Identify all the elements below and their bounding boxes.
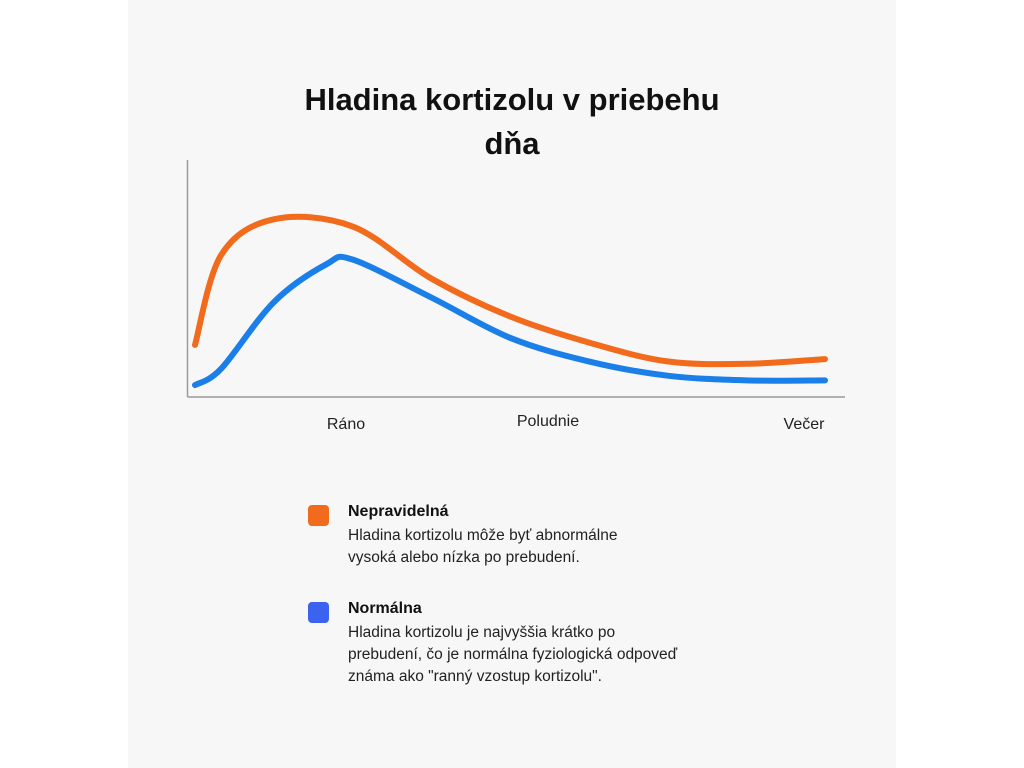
legend-description: Hladina kortizolu je najvyššia krátko po… [348,622,768,688]
legend-name: Nepravidelná [348,503,449,520]
chart-title: Hladina kortizolu v priebehu dňa [128,78,896,166]
legend-swatch-orange [308,505,329,526]
x-tick-poludnie: Poludnie [516,413,580,430]
legend-description-line: známa ako "ranný vzostup kortizolu". [348,668,602,685]
legend-description-line: prebudení, čo je normálna fyziologická o… [348,646,678,663]
legend-text: Nepravidelná Hladina kortizolu môže byť … [348,501,768,569]
x-tick-vecer: Večer [783,416,825,433]
series-line-nepravidelna [192,213,828,368]
chart-panel [128,0,896,768]
legend-description-line: Hladina kortizolu je najvyššia krátko po [348,624,616,641]
chart-title-line-2: dňa [484,126,540,161]
legend-description-line: Hladina kortizolu môže byť abnormálne [348,527,618,544]
legend-name: Normálna [348,600,422,617]
legend-description-line: vysoká alebo nízka po prebudení. [348,549,580,566]
chart-title-line-1: Hladina kortizolu v priebehu [304,82,720,117]
legend-text: Normálna Hladina kortizolu je najvyššia … [348,598,768,688]
legend-description: Hladina kortizolu môže byť abnormálne vy… [348,525,768,569]
x-tick-rano: Ráno [326,416,366,433]
legend-swatch-blue [308,602,329,623]
series-line-normalna [192,253,828,389]
